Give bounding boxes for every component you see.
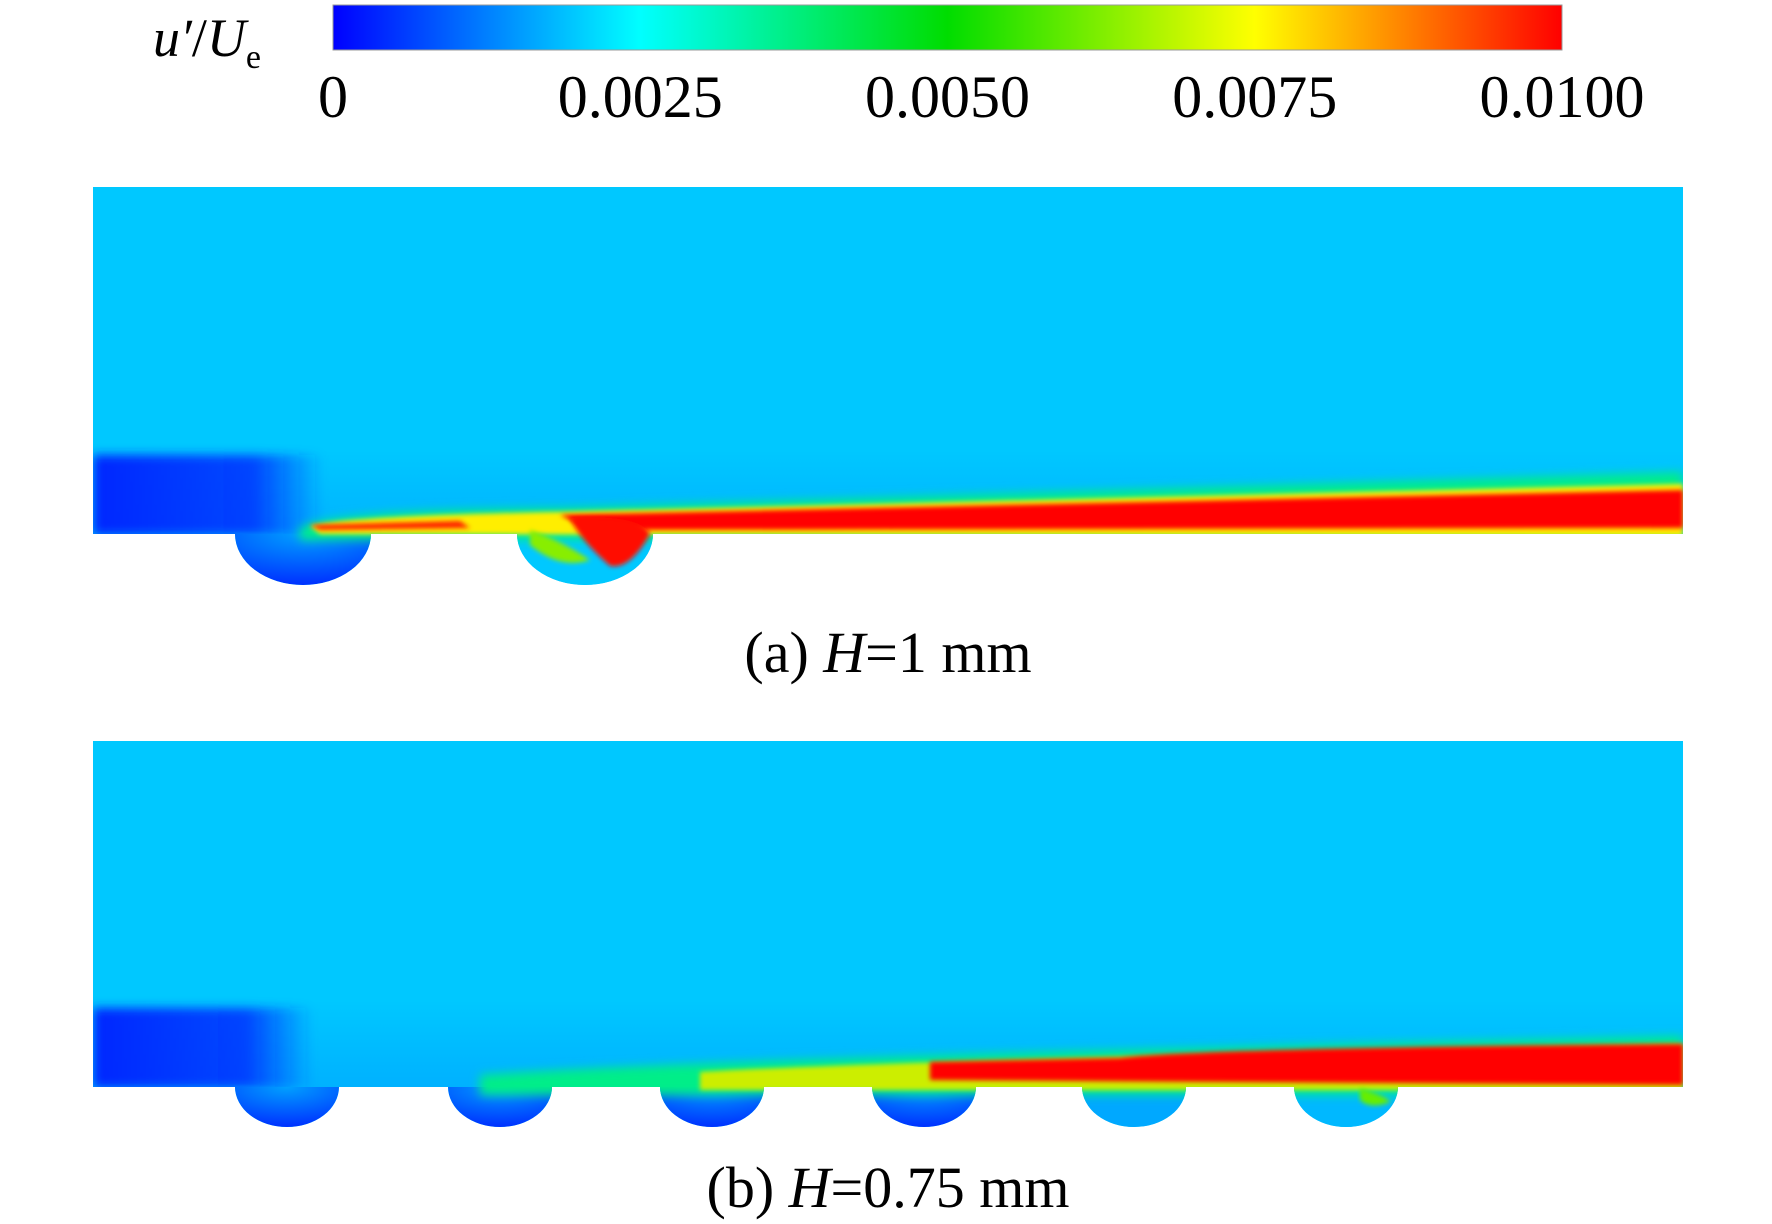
colorbar-tick-label: 0	[318, 64, 348, 130]
label-symbol: u′	[153, 8, 193, 68]
caption-suffix: =1 mm	[865, 620, 1031, 685]
caption-prefix: (a)	[744, 620, 823, 685]
colorbar-ticks: 0 0.0025 0.0050 0.0075 0.0100	[318, 64, 1645, 130]
colorbar-label: u′/Ue	[153, 8, 261, 76]
red-dimple	[570, 517, 650, 567]
dimple	[235, 534, 371, 585]
green-dimple	[1360, 1088, 1390, 1106]
low-zone	[93, 1008, 313, 1088]
dimples	[235, 1087, 1398, 1127]
label-denominator: U	[207, 8, 249, 68]
colorbar	[332, 4, 1563, 51]
caption-variable: H	[822, 620, 868, 685]
colorbar-tick-label: 0.0025	[558, 64, 723, 130]
caption-prefix: (b)	[707, 1155, 789, 1220]
caption: (a) H=1 mm	[744, 620, 1031, 685]
red-core	[930, 1044, 1683, 1085]
label-slash: /	[192, 8, 207, 68]
caption-suffix: =0.75 mm	[831, 1155, 1070, 1220]
contour-panel-a	[93, 187, 1683, 585]
colorbar-tick-label: 0.0075	[1172, 64, 1337, 130]
label-subscript: e	[246, 39, 261, 76]
low-zone	[93, 455, 323, 535]
red-streak	[310, 521, 470, 530]
green-dimple	[530, 530, 590, 563]
caption: (b) H=0.75 mm	[707, 1155, 1070, 1220]
red-core	[560, 490, 1683, 530]
colorbar-tick-label: 0.0100	[1480, 64, 1645, 130]
contour-panel-b	[93, 741, 1683, 1127]
colorbar-tick-label: 0.0050	[865, 64, 1030, 130]
caption-variable: H	[788, 1155, 834, 1220]
